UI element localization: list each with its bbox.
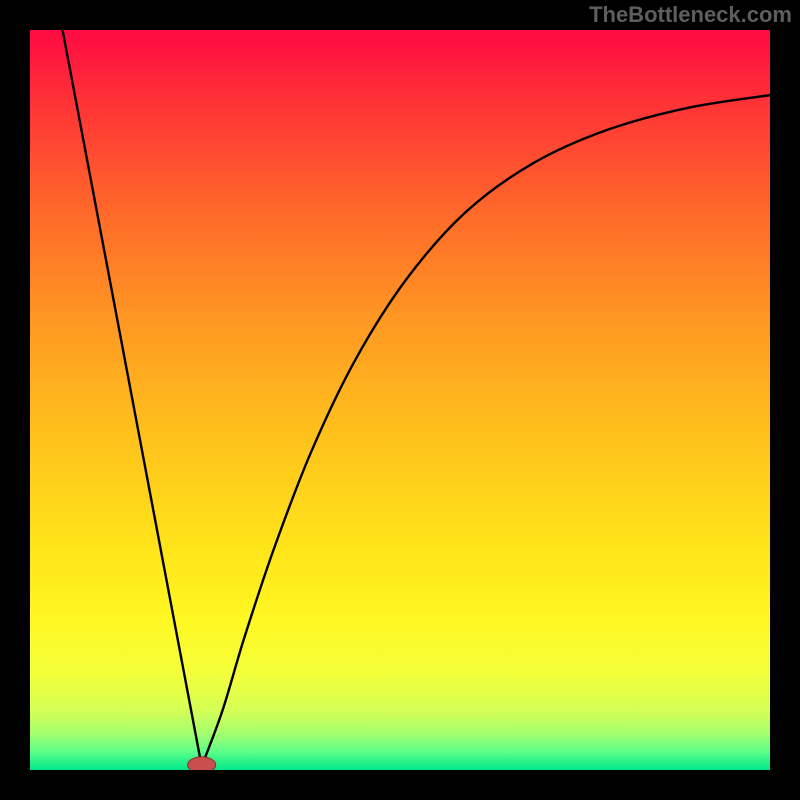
bottleneck-chart bbox=[0, 0, 800, 800]
chart-container: TheBottleneck.com bbox=[0, 0, 800, 800]
watermark-text: TheBottleneck.com bbox=[589, 2, 792, 28]
plot-background bbox=[30, 30, 770, 770]
